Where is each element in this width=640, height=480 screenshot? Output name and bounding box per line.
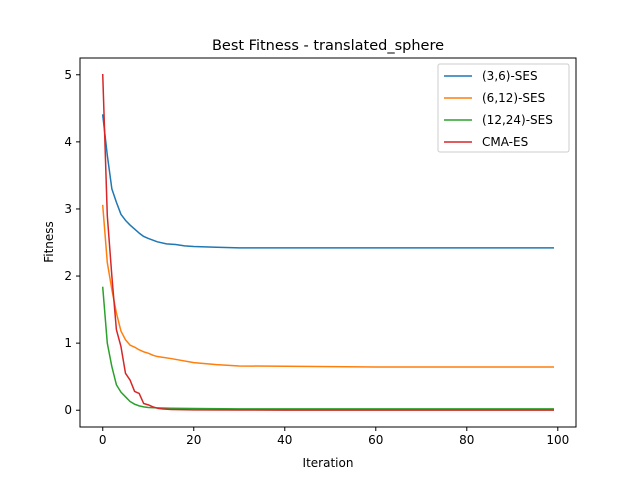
legend-label-0: (3,6)-SES <box>482 69 538 83</box>
legend-label-3: CMA-ES <box>482 135 528 149</box>
y-axis-ticks: 0 1 2 3 4 5 <box>64 68 80 417</box>
y-tick-label-2: 2 <box>64 269 72 283</box>
plot-frame <box>79 57 577 428</box>
series-group <box>101 73 554 411</box>
y-tick-label-1: 1 <box>64 336 72 350</box>
x-tick-label-2: 40 <box>277 433 292 447</box>
legend-box <box>437 63 570 153</box>
y-tick-label-3: 3 <box>64 202 72 216</box>
x-tick-label-1: 20 <box>186 433 201 447</box>
x-axis-ticks: 0 20 40 60 80 100 <box>99 427 569 447</box>
series-line-3 <box>101 73 554 411</box>
y-tick-label-4: 4 <box>64 135 72 149</box>
x-tick-label-4: 80 <box>459 433 474 447</box>
plot-area: 0 20 40 60 80 100 0 1 2 3 4 5 <box>64 57 577 447</box>
chart-title: Best Fitness - translated_sphere <box>212 38 444 54</box>
x-axis-label: Iteration <box>303 456 354 470</box>
legend-label-1: (6,12)-SES <box>482 91 545 105</box>
y-tick-label-0: 0 <box>64 403 72 417</box>
legend-label-2: (12,24)-SES <box>482 113 553 127</box>
x-tick-label-0: 0 <box>99 433 107 447</box>
series-line-2 <box>101 286 554 410</box>
x-tick-label-3: 60 <box>368 433 383 447</box>
legend: (3,6)-SES (6,12)-SES (12,24)-SES CMA-ES <box>437 63 570 153</box>
y-tick-label-5: 5 <box>64 68 72 82</box>
y-axis-label: Fitness <box>42 221 56 263</box>
series-line-1 <box>101 204 554 368</box>
legend-items: (3,6)-SES (6,12)-SES (12,24)-SES CMA-ES <box>444 69 553 149</box>
series-line-0 <box>101 114 554 249</box>
x-tick-label-5: 100 <box>546 433 569 447</box>
